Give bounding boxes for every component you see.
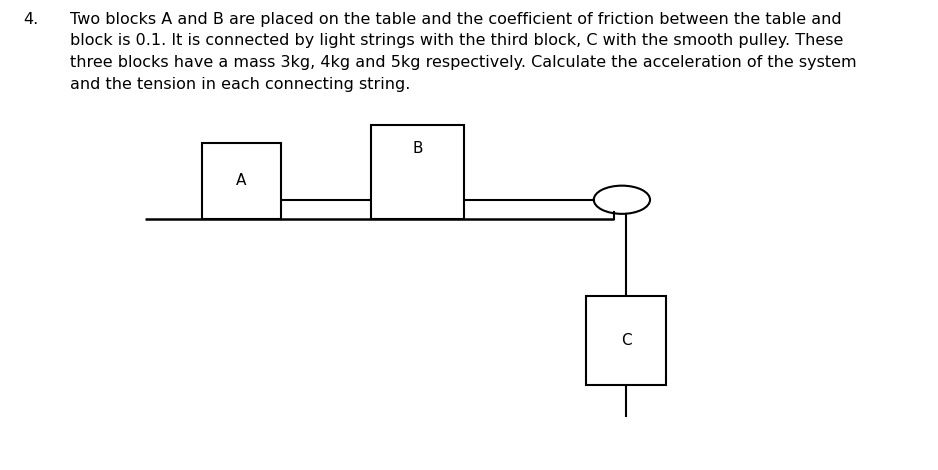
Text: B: B <box>412 141 423 156</box>
Text: 4.: 4. <box>23 12 38 27</box>
Bar <box>586 296 666 385</box>
Text: A: A <box>236 173 247 188</box>
Bar <box>371 125 464 219</box>
Text: Two blocks A and B are placed on the table and the coefficient of friction betwe: Two blocks A and B are placed on the tab… <box>70 12 857 92</box>
Bar <box>202 143 281 219</box>
Text: C: C <box>621 333 631 348</box>
